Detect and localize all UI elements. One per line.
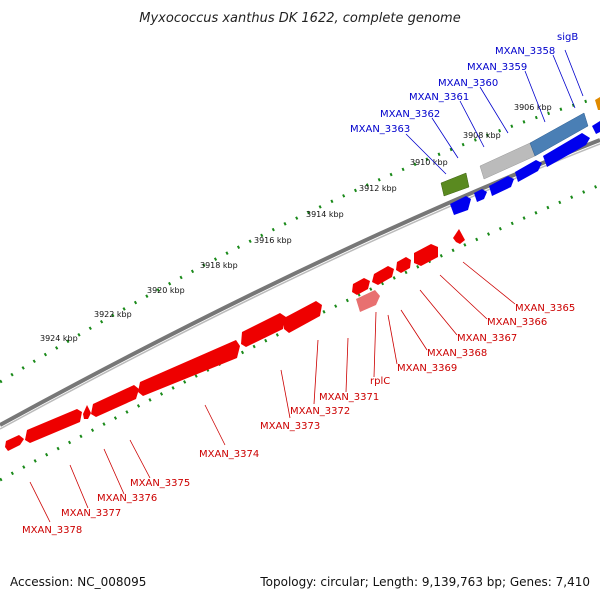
gene-arrow-blue[interactable] [543, 133, 590, 167]
genome-stats-text: Topology: circular; Length: 9,139,763 bp… [259, 575, 590, 589]
gene-label-mxan-3366[interactable]: MXAN_3366 [487, 317, 547, 328]
reverse-features [5, 229, 465, 451]
gene-label-mxan-3363[interactable]: MXAN_3363 [350, 124, 410, 135]
gene-label-mxan-3361[interactable]: MXAN_3361 [409, 92, 469, 103]
gene-label-sigB[interactable]: sigB [557, 32, 578, 43]
reverse-leader-lines [29, 261, 516, 523]
gene-arrow-red[interactable] [241, 313, 286, 347]
gene-arrow-red[interactable] [352, 278, 370, 295]
gene-arrow-red[interactable] [414, 244, 438, 266]
gene-arrow-blue[interactable] [474, 189, 487, 202]
gene-arrow-red[interactable] [138, 340, 240, 396]
gene-label-mxan-3369[interactable]: MXAN_3369 [397, 363, 457, 374]
reverse-gene-labels: MXAN_3365 MXAN_3366 MXAN_3367 MXAN_3368 … [22, 303, 575, 536]
gene-arrow-red[interactable] [284, 301, 322, 333]
accession-text: Accession: NC_008095 [10, 575, 146, 589]
tick-3912: 3912 kbp [359, 184, 397, 193]
gene-label-mxan-3376[interactable]: MXAN_3376 [97, 493, 157, 504]
gene-label-mxan-3373[interactable]: MXAN_3373 [260, 421, 320, 432]
gene-arrow-blue[interactable] [450, 196, 471, 215]
tick-3924: 3924 kbp [40, 334, 78, 343]
forward-gene-labels: sigB MXAN_3358 MXAN_3359 MXAN_3360 MXAN_… [350, 32, 578, 135]
scale-tick-labels: 3906 kbp 3908 kbp 3910 kbp 3912 kbp 3914… [40, 103, 552, 343]
gene-arrow-red[interactable] [5, 435, 24, 451]
gene-arrow-red[interactable] [91, 385, 139, 417]
gene-arrow-blue[interactable] [489, 176, 514, 196]
gene-label-mxan-3360[interactable]: MXAN_3360 [438, 78, 498, 89]
gene-arrow-red[interactable] [25, 409, 82, 443]
gene-label-mxan-3358[interactable]: MXAN_3358 [495, 46, 555, 57]
gene-arrow-red[interactable] [396, 257, 411, 273]
tick-3908: 3908 kbp [463, 131, 501, 140]
gene-label-mxan-3372[interactable]: MXAN_3372 [290, 406, 350, 417]
gene-label-mxan-3375[interactable]: MXAN_3375 [130, 478, 190, 489]
gene-arrow-red[interactable] [372, 266, 394, 285]
gene-label-mxan-3362[interactable]: MXAN_3362 [380, 109, 440, 120]
forward-leader-lines [405, 49, 584, 175]
inner-scale-track [0, 183, 600, 482]
feature-green[interactable] [440, 172, 470, 197]
gene-label-mxan-3374[interactable]: MXAN_3374 [199, 449, 259, 460]
gene-arrow-blue[interactable] [515, 160, 542, 182]
tick-3920: 3920 kbp [147, 286, 185, 295]
feature-steelblue[interactable] [529, 112, 589, 157]
gene-label-mxan-3377[interactable]: MXAN_3377 [61, 508, 121, 519]
gene-label-mxan-3368[interactable]: MXAN_3368 [427, 348, 487, 359]
tick-3906: 3906 kbp [514, 103, 552, 112]
gene-arrow-red[interactable] [83, 405, 91, 419]
gene-label-mxan-3371[interactable]: MXAN_3371 [319, 392, 379, 403]
tick-3910: 3910 kbp [410, 158, 448, 167]
tick-3922: 3922 kbp [94, 310, 132, 319]
gene-arrow-red-highlight[interactable] [356, 290, 380, 312]
map-title: Myxococcus xanthus DK 1622, complete gen… [139, 11, 460, 26]
feature-orange[interactable] [595, 97, 600, 110]
gene-label-rplc[interactable]: rplC [370, 376, 390, 387]
gene-label-mxan-3378[interactable]: MXAN_3378 [22, 525, 82, 536]
gene-arrow-red[interactable] [453, 229, 465, 244]
tick-3918: 3918 kbp [200, 261, 238, 270]
tick-3914: 3914 kbp [306, 210, 344, 219]
gene-label-mxan-3365[interactable]: MXAN_3365 [515, 303, 575, 314]
tick-3916: 3916 kbp [254, 236, 292, 245]
gene-label-mxan-3367[interactable]: MXAN_3367 [457, 333, 517, 344]
gene-arrow-blue[interactable] [592, 121, 600, 134]
gene-label-mxan-3359[interactable]: MXAN_3359 [467, 62, 527, 73]
forward-features [440, 97, 600, 215]
